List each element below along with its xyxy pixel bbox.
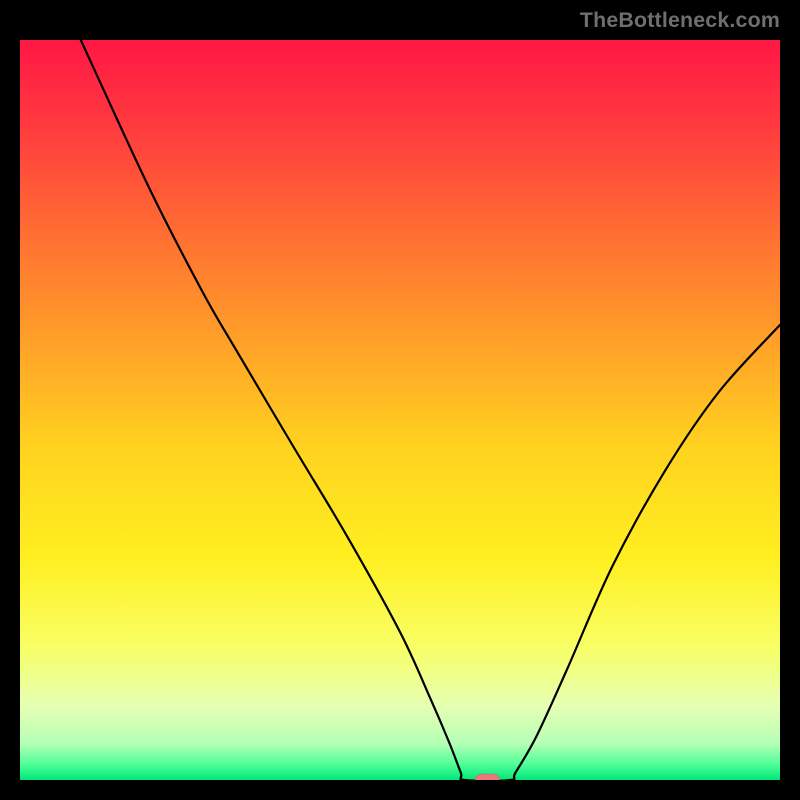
bottleneck-curve-chart [20, 40, 780, 780]
plot-area [20, 40, 780, 780]
chart-frame: TheBottleneck.com [0, 0, 800, 800]
optimal-marker [475, 774, 499, 780]
watermark-text: TheBottleneck.com [580, 8, 780, 33]
gradient-background [20, 40, 780, 780]
